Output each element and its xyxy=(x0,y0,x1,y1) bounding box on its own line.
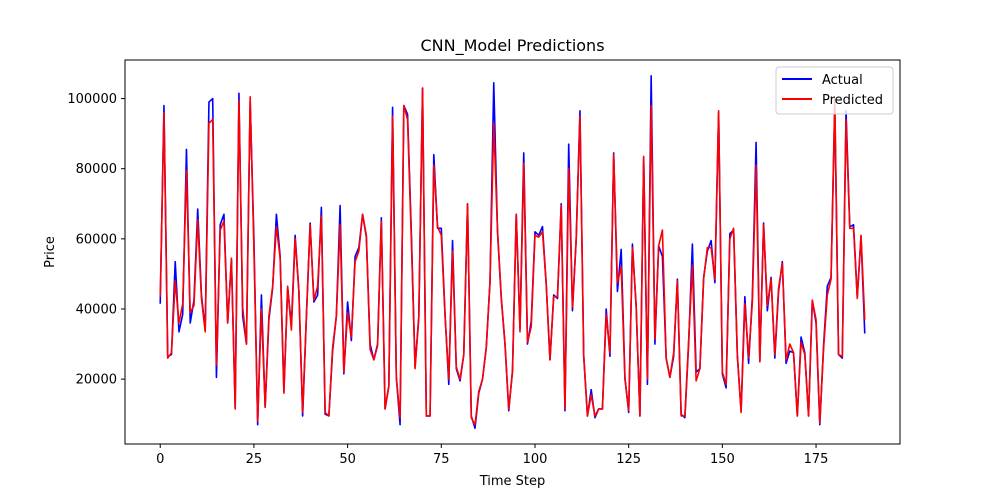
series-layer xyxy=(159,74,866,430)
x-tick-label: 0 xyxy=(156,452,164,467)
y-tick-label: 80000 xyxy=(76,162,117,177)
legend: Actual Predicted xyxy=(775,66,894,115)
x-tick-label: 175 xyxy=(804,452,829,467)
legend-label-predicted: Predicted xyxy=(822,93,883,108)
x-tick-label: 50 xyxy=(339,452,356,467)
x-axis: 0 25 50 75 100 125 150 175 xyxy=(156,444,828,467)
x-tick-label: 75 xyxy=(433,452,450,467)
y-tick-label: 60000 xyxy=(76,232,117,247)
x-tick-label: 150 xyxy=(710,452,735,467)
x-tick-label: 125 xyxy=(616,452,641,467)
y-axis: 20000 40000 60000 80000 100000 xyxy=(67,92,125,388)
x-tick-label: 100 xyxy=(523,452,548,467)
plot-frame xyxy=(124,59,901,445)
chart-title: CNN_Model Predictions xyxy=(420,36,604,56)
x-axis-label: Time Step xyxy=(479,474,546,489)
legend-label-actual: Actual xyxy=(822,73,863,88)
series-line-predicted xyxy=(159,87,866,426)
y-axis-label: Price xyxy=(43,236,58,268)
x-tick-label: 25 xyxy=(246,452,263,467)
y-tick-label: 20000 xyxy=(76,373,117,388)
plot-area xyxy=(124,59,901,445)
y-tick-label: 100000 xyxy=(67,92,117,107)
y-tick-label: 40000 xyxy=(76,302,117,317)
